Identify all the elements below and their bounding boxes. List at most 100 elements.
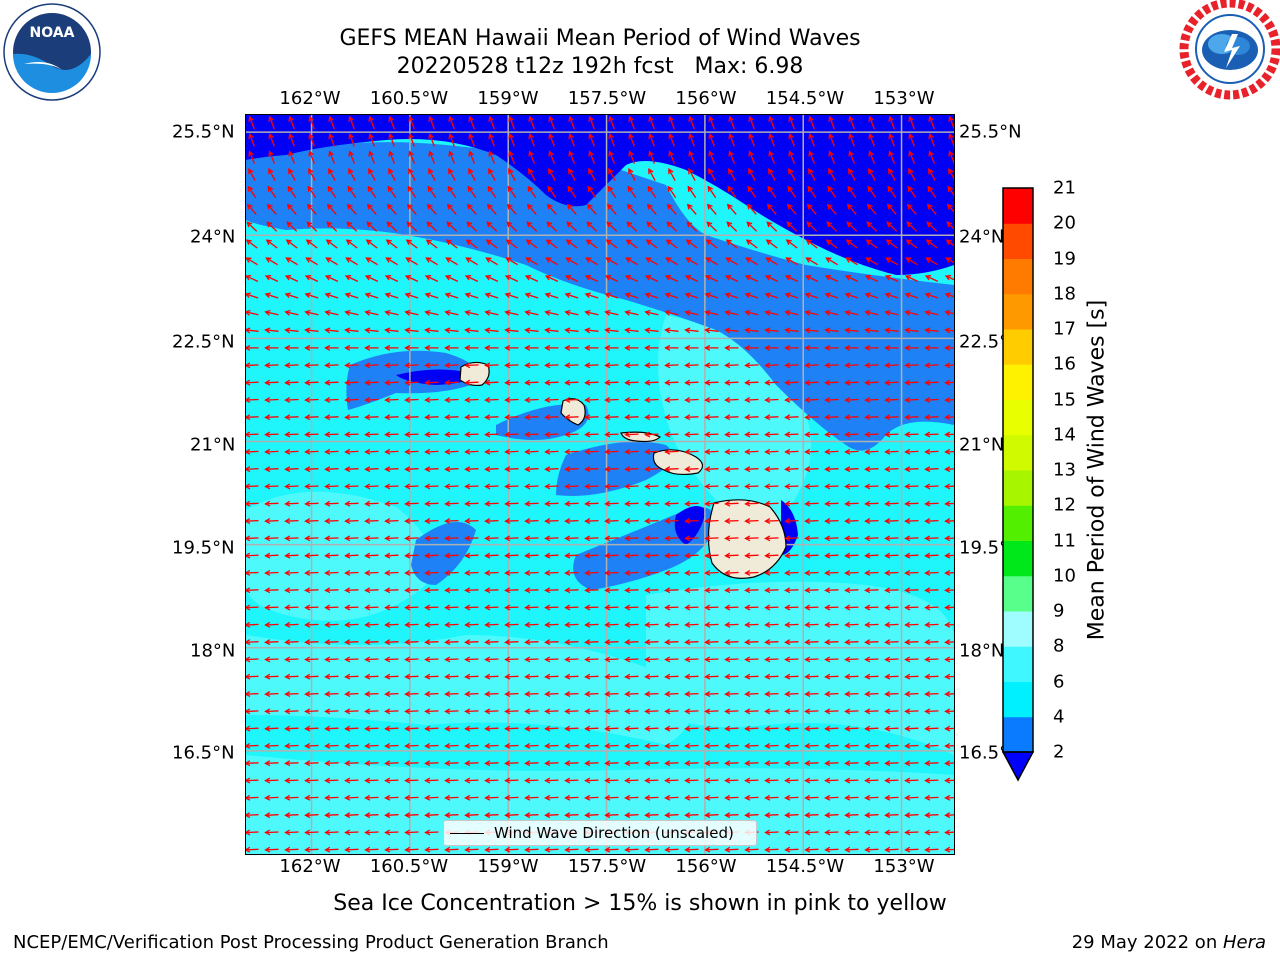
wave-direction-arrow [724,656,739,663]
wave-direction-arrow [384,483,399,490]
wave-direction-arrow [804,274,819,282]
wave-direction-arrow [465,239,478,249]
wave-direction-arrow [745,257,758,266]
wave-direction-arrow [824,379,839,386]
wave-direction-arrow [384,414,399,421]
wave-direction-arrow [844,518,859,524]
wave-direction-arrow [246,483,259,490]
wave-direction-arrow [304,274,319,282]
wave-direction-arrow [844,708,859,715]
wave-direction-arrow [484,673,499,680]
wave-direction-arrow [664,500,679,507]
wave-direction-arrow [724,309,739,316]
wave-direction-arrow [644,656,659,663]
wave-direction-arrow [264,518,279,524]
wave-direction-arrow [524,379,539,386]
wave-direction-arrow [844,742,859,749]
wave-direction-arrow [524,708,539,715]
wave-direction-arrow [624,846,639,853]
wave-direction-arrow [924,742,939,749]
wave-direction-arrow [524,846,539,853]
wave-direction-arrow [684,812,699,819]
wave-direction-arrow [344,274,359,282]
wave-direction-arrow [884,725,899,732]
wave-direction-arrow [304,535,319,542]
wave-direction-arrow [624,812,639,819]
wave-direction-arrow [784,656,799,663]
wave-direction-arrow [284,552,299,559]
wave-direction-arrow [928,115,935,130]
wave-direction-arrow [886,203,897,215]
wave-direction-arrow [246,221,258,232]
wave-direction-arrow [647,185,657,198]
wave-direction-arrow [584,309,599,316]
wave-direction-arrow [924,535,939,542]
wave-direction-arrow [504,431,519,438]
wave-direction-arrow [724,760,739,767]
wave-direction-arrow [645,257,658,266]
wave-direction-arrow [825,239,838,249]
wave-direction-arrow [246,777,259,784]
wave-direction-arrow [704,500,719,507]
wave-direction-arrow [725,257,738,266]
wave-direction-arrow [844,431,859,438]
wave-direction-arrow [824,414,839,421]
wave-direction-arrow [848,168,856,181]
wave-direction-arrow [844,396,859,403]
wave-direction-arrow [248,168,256,181]
wave-direction-arrow [246,812,259,819]
wave-direction-arrow [504,656,519,663]
wave-direction-arrow [704,691,719,697]
wave-direction-arrow [644,691,659,697]
wave-direction-arrow [864,344,879,351]
wave-direction-arrow [604,708,619,715]
wave-direction-arrow [364,569,379,576]
wave-direction-arrow [368,132,375,147]
wave-direction-arrow [684,604,699,611]
wave-direction-arrow [924,518,939,524]
wave-direction-arrow [944,431,954,438]
wave-direction-arrow [808,132,815,147]
wave-direction-arrow [424,500,439,507]
wave-direction-arrow [246,500,259,507]
wave-direction-arrow [726,221,738,232]
wave-direction-arrow [384,639,399,646]
wave-direction-arrow [584,742,599,749]
wave-direction-arrow [246,379,259,386]
wave-direction-arrow [424,604,439,611]
wave-direction-arrow [784,431,799,438]
wave-direction-arrow [924,846,939,853]
wave-direction-arrow [404,483,419,490]
wave-direction-arrow [504,535,519,542]
wave-direction-arrow [246,691,259,697]
wave-direction-arrow [484,309,499,316]
wave-direction-arrow [644,362,659,369]
lat-tick-label: 21°N [959,434,1005,456]
colorbar [1001,187,1035,782]
wave-direction-arrow [544,812,559,819]
wave-direction-arrow [884,777,899,784]
wave-direction-arrow [864,309,879,316]
wave-direction-arrow [904,673,919,680]
wave-direction-arrow [524,431,539,438]
wave-direction-arrow [524,812,539,819]
wave-direction-arrow [344,846,359,853]
wave-direction-arrow [344,379,359,386]
wave-direction-arrow [804,656,819,663]
wave-direction-arrow [365,239,378,249]
wave-direction-arrow [388,115,395,130]
wave-direction-arrow [704,344,719,351]
wave-direction-arrow [944,327,954,334]
wave-direction-arrow [264,309,279,316]
wave-direction-arrow [484,379,499,386]
wave-direction-arrow [444,274,459,282]
wave-direction-arrow [246,760,259,767]
wave-direction-arrow [704,552,719,559]
wave-direction-arrow [848,150,856,164]
lon-tick-label: 156°W [675,88,737,109]
wave-direction-arrow [764,518,779,524]
wave-direction-arrow [864,639,879,646]
wave-direction-arrow [684,846,699,853]
wave-direction-arrow [464,344,479,351]
wave-direction-arrow [264,431,279,438]
